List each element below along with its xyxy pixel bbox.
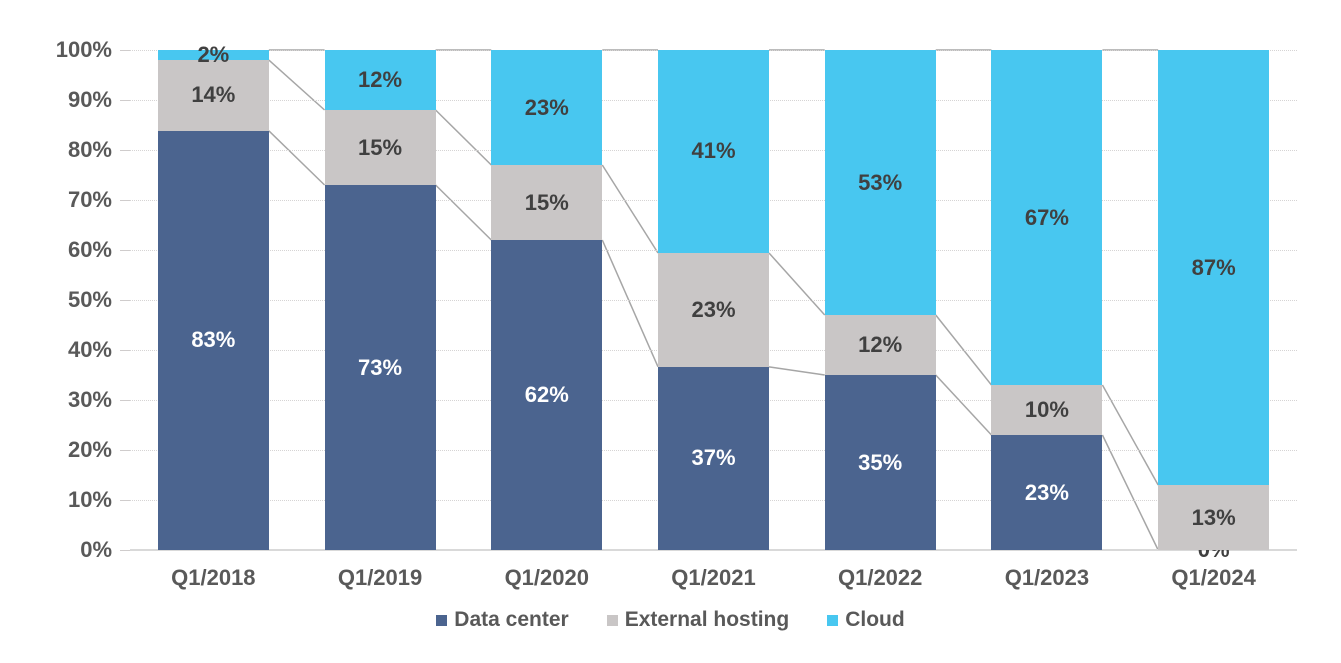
y-axis-tick: [120, 250, 130, 251]
data-label: 23%: [524, 94, 569, 120]
y-axis-label: 40%: [67, 337, 112, 362]
legend-item-cloud: Cloud: [827, 608, 905, 632]
bar-segment-data-center: [491, 240, 603, 550]
x-axis-label: Q1/2019: [337, 565, 423, 590]
data-label: 67%: [1024, 204, 1069, 230]
data-label: 12%: [858, 332, 903, 357]
bar-segment-cloud: [658, 50, 769, 253]
y-axis-label: 30%: [67, 387, 112, 412]
x-axis-label: Q1/2023: [1004, 565, 1090, 590]
y-axis-label: 70%: [67, 187, 112, 212]
legend-label: External hosting: [624, 608, 790, 631]
y-axis-label: 20%: [67, 437, 112, 462]
data-label: 37%: [691, 445, 736, 471]
legend-item-data-center: Data center: [436, 608, 569, 632]
x-axis-line: [130, 549, 1297, 551]
legend-marker-icon: [436, 614, 448, 626]
y-axis-label: 50%: [67, 287, 112, 312]
bar-segment-data-center: [991, 435, 1103, 550]
bar-segment-external-hosting: [157, 60, 269, 131]
bar-segment-cloud: [157, 50, 269, 61]
y-axis-tick: [120, 50, 130, 51]
y-axis-label: 60%: [67, 237, 112, 262]
y-axis-label: 90%: [67, 87, 112, 112]
bar-segment-data-center: [157, 130, 269, 550]
data-label: 12%: [358, 67, 403, 92]
data-label: 41%: [691, 138, 736, 164]
bar-segment-external-hosting: [324, 110, 436, 185]
y-axis-tick: [120, 550, 130, 551]
bar-segment-data-center: [658, 366, 769, 550]
data-label: 73%: [358, 354, 403, 380]
y-axis-tick: [120, 100, 130, 101]
x-axis-label: Q1/2020: [504, 565, 589, 590]
bar-segment-cloud: [324, 50, 436, 110]
data-label: 23%: [691, 296, 736, 322]
bar-segment-data-center: [824, 375, 936, 550]
y-axis-tick: [120, 300, 130, 301]
data-label: 35%: [858, 449, 903, 475]
data-label: 13%: [1191, 504, 1236, 530]
x-axis-label: Q1/2022: [837, 565, 923, 590]
data-label: 83%: [191, 327, 236, 353]
data-label: 2%: [197, 42, 230, 68]
data-label: 10%: [1024, 397, 1069, 422]
y-axis-tick: [120, 150, 130, 151]
data-label: 15%: [524, 189, 569, 215]
y-axis-label: 100%: [55, 37, 112, 62]
legend-marker-icon: [606, 614, 618, 626]
data-label: 14%: [191, 82, 236, 108]
bar-segment-data-center: [324, 185, 436, 550]
bar-segment-external-hosting: [824, 315, 936, 375]
chart-legend: Data center External hosting Cloud: [0, 608, 1341, 632]
bar-segment-external-hosting: [491, 165, 603, 240]
bar-segment-cloud: [1158, 50, 1270, 485]
legend-item-external-hosting: External hosting: [606, 608, 790, 632]
y-axis-tick: [120, 500, 130, 501]
data-label: 15%: [358, 134, 403, 160]
y-axis-label: 0%: [80, 537, 112, 562]
y-axis-tick: [120, 450, 130, 451]
bar-segment-cloud: [824, 50, 936, 315]
bar-segment-external-hosting: [1158, 485, 1270, 550]
x-axis-label: Q1/2024: [1171, 565, 1256, 590]
bar-segment-external-hosting: [991, 385, 1103, 435]
data-label: 53%: [858, 169, 903, 195]
legend-label: Data center: [454, 608, 569, 631]
bar-segment-cloud: [991, 50, 1103, 385]
y-axis-tick: [120, 200, 130, 201]
data-label: 62%: [524, 382, 569, 407]
bar-segment-cloud: [491, 50, 603, 165]
x-axis-label: Q1/2018: [171, 565, 256, 590]
y-axis-tick: [120, 350, 130, 351]
x-axis-label: Q1/2021: [671, 565, 756, 590]
data-label: 23%: [1024, 479, 1069, 505]
legend-marker-icon: [827, 614, 839, 626]
bar-segment-external-hosting: [658, 252, 769, 367]
y-axis-tick: [120, 400, 130, 401]
y-axis-label: 80%: [67, 137, 112, 162]
data-label: 87%: [1191, 254, 1236, 280]
y-axis-label: 10%: [67, 487, 112, 512]
legend-label: Cloud: [845, 608, 905, 631]
